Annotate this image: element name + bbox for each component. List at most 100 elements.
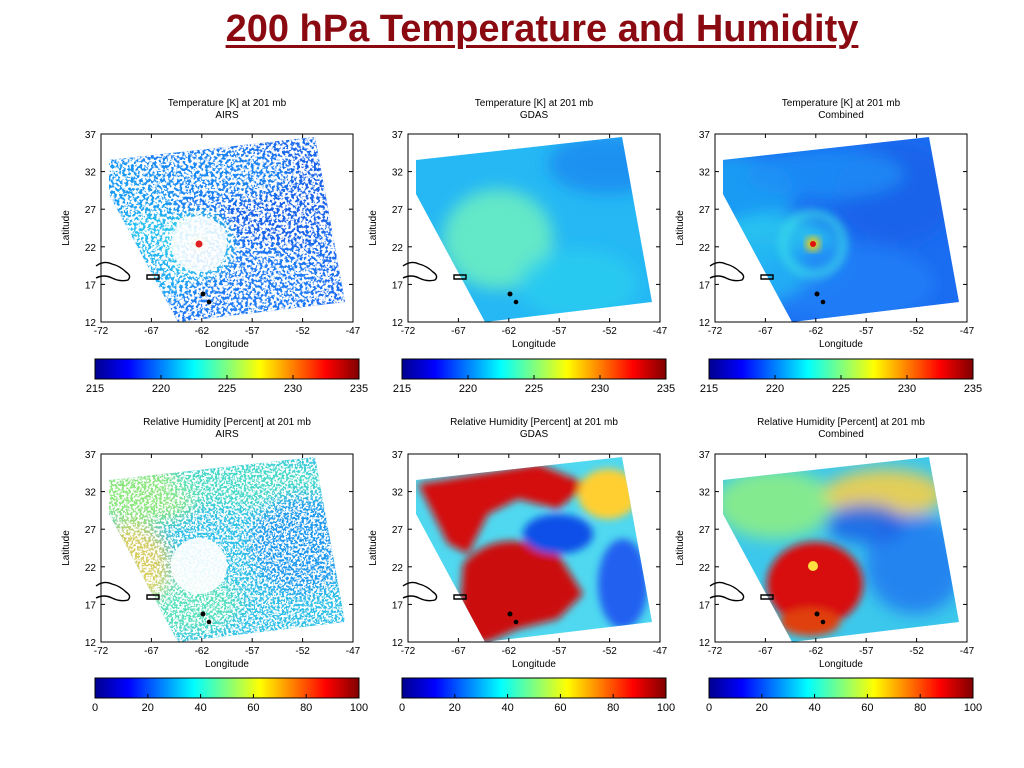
colorbar-tick-label: 20 [449, 702, 461, 714]
x-tick-label: -67 [144, 646, 159, 657]
y-tick-label: 32 [699, 488, 711, 499]
colorbar-tick-label: 235 [657, 383, 675, 395]
colorbar-tick-label: 60 [861, 702, 873, 714]
y-tick-label: 27 [699, 525, 711, 536]
x-tick-label: -47 [960, 326, 975, 337]
y-tick-label: 17 [392, 280, 404, 291]
x-tick-label: -52 [295, 326, 310, 337]
x-tick-label: -57 [245, 326, 260, 337]
colorbar-tick-label: 80 [914, 702, 926, 714]
x-tick-label: -52 [602, 646, 617, 657]
y-tick-label: 27 [392, 525, 404, 536]
x-tick-label: -72 [94, 326, 109, 337]
panel-subtitle: Combined [818, 110, 864, 121]
panel-subtitle: Combined [818, 429, 864, 440]
y-tick-label: 27 [85, 525, 97, 536]
x-tick-label: -67 [451, 326, 466, 337]
x-tick-label: -72 [708, 326, 723, 337]
colorbar: 0 20 40 60 80 100 [706, 677, 982, 714]
panel-title: Relative Humidity [Percent] at 201 mb [757, 417, 925, 428]
x-axis-label: Longitude [205, 339, 249, 350]
y-tick-label: 17 [699, 600, 711, 611]
y-tick-label: 12 [85, 318, 97, 329]
panel-title: Temperature [K] at 201 mb [168, 98, 287, 109]
colorbar-tick-label: 20 [142, 702, 154, 714]
coastline [402, 581, 519, 625]
y-tick-label: 17 [85, 600, 97, 611]
colorbar-tick-label: 0 [706, 702, 712, 714]
y-tick-label: 37 [699, 130, 711, 141]
x-tick-label: -52 [909, 326, 924, 337]
colorbar-gradient [94, 677, 360, 699]
coastline [95, 261, 212, 305]
y-tick-label: 12 [392, 318, 404, 329]
y-tick-label: 22 [699, 243, 711, 254]
y-axis-label: Latitude [675, 530, 686, 566]
colorbar: 215 220 225 230 235 [393, 358, 675, 395]
colorbar-tick-label: 220 [459, 383, 477, 395]
x-tick-label: -67 [144, 326, 159, 337]
y-tick-label: 32 [392, 168, 404, 179]
y-tick-label: 22 [699, 563, 711, 574]
x-tick-label: -62 [809, 646, 824, 657]
coastline [709, 261, 826, 305]
panel-5: Relative Humidity [Percent] at 201 mbGDA… [368, 417, 675, 714]
y-tick-label: 22 [85, 243, 97, 254]
colorbar: 215 220 225 230 235 [700, 358, 982, 395]
y-tick-label: 32 [392, 488, 404, 499]
x-tick-label: -52 [295, 646, 310, 657]
y-tick-label: 27 [699, 205, 711, 216]
colorbar-tick-label: 60 [554, 702, 566, 714]
colorbar-tick-label: 235 [964, 383, 982, 395]
y-tick-label: 27 [392, 205, 404, 216]
y-tick-label: 37 [392, 450, 404, 461]
colorbar-tick-label: 80 [607, 702, 619, 714]
x-tick-label: -57 [859, 326, 874, 337]
panel-subtitle: GDAS [520, 429, 549, 440]
colorbar-tick-label: 220 [152, 383, 170, 395]
y-tick-label: 12 [392, 638, 404, 649]
y-tick-label: 37 [699, 450, 711, 461]
x-tick-label: -57 [552, 646, 567, 657]
x-tick-label: -57 [859, 646, 874, 657]
x-tick-label: -47 [653, 326, 668, 337]
colorbar-tick-label: 0 [399, 702, 405, 714]
colorbar-gradient [401, 677, 667, 699]
x-tick-label: -72 [708, 646, 723, 657]
y-tick-label: 37 [85, 450, 97, 461]
x-tick-label: -67 [758, 326, 773, 337]
y-tick-label: 37 [85, 130, 97, 141]
x-tick-label: -47 [960, 646, 975, 657]
x-tick-label: -47 [653, 646, 668, 657]
x-tick-label: -52 [602, 326, 617, 337]
y-tick-label: 32 [85, 488, 97, 499]
colorbar-tick-label: 20 [756, 702, 768, 714]
x-tick-label: -72 [94, 646, 109, 657]
panel-subtitle: AIRS [215, 110, 239, 121]
x-tick-label: -72 [401, 646, 416, 657]
panel-title: Relative Humidity [Percent] at 201 mb [143, 417, 311, 428]
x-axis-label: Longitude [819, 339, 863, 350]
colorbar: 0 20 40 60 80 100 [92, 677, 368, 714]
colorbar-tick-label: 100 [964, 702, 982, 714]
colorbar-tick-label: 215 [86, 383, 104, 395]
colorbar: 215 220 225 230 235 [86, 358, 368, 395]
x-tick-label: -72 [401, 326, 416, 337]
colorbar-tick-label: 215 [393, 383, 411, 395]
panel-title: Relative Humidity [Percent] at 201 mb [450, 417, 618, 428]
y-tick-label: 27 [85, 205, 97, 216]
colorbar: 0 20 40 60 80 100 [399, 677, 675, 714]
colorbar-tick-label: 225 [525, 383, 543, 395]
colorbar-tick-label: 225 [832, 383, 850, 395]
colorbar-tick-label: 0 [92, 702, 98, 714]
x-tick-label: -52 [909, 646, 924, 657]
x-tick-label: -57 [552, 326, 567, 337]
x-tick-label: -62 [195, 646, 210, 657]
colorbar-tick-label: 230 [591, 383, 609, 395]
panel-title: Temperature [K] at 201 mb [475, 98, 594, 109]
x-axis-label: Longitude [512, 339, 556, 350]
y-tick-label: 32 [699, 168, 711, 179]
